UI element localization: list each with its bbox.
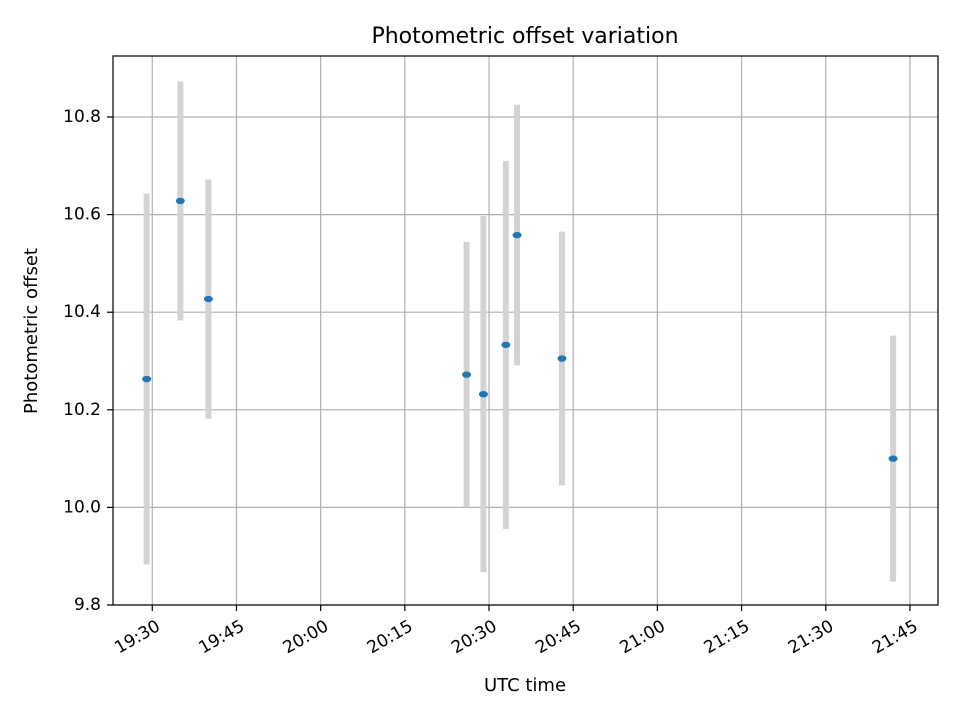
grid-lines	[113, 56, 938, 606]
x-tick-label: 20:00	[280, 616, 332, 658]
x-tick-label: 21:15	[701, 616, 753, 658]
data-point	[478, 390, 488, 398]
y-axis-ticks: 9.8 10.0 10.2 10.4 10.6 10.8	[63, 107, 113, 615]
data-point	[175, 197, 185, 205]
y-tick-label: 10.2	[63, 400, 101, 420]
x-axis-label: UTC time	[484, 675, 566, 696]
data-point	[142, 375, 152, 383]
error-bars	[143, 81, 897, 582]
y-tick-label: 10.8	[63, 107, 101, 127]
chart-title: Photometric offset variation	[371, 24, 678, 49]
y-tick-label: 10.6	[63, 205, 101, 225]
y-tick-label: 10.4	[63, 302, 101, 322]
y-tick-label: 9.8	[74, 595, 101, 615]
data-point	[512, 231, 522, 239]
y-axis-label: Photometric offset	[21, 248, 42, 414]
x-tick-label: 20:45	[532, 616, 584, 658]
x-tick-label: 19:30	[111, 616, 163, 658]
data-point	[462, 371, 472, 378]
y-tick-label: 10.0	[63, 497, 101, 517]
data-point	[888, 455, 898, 462]
data-point	[557, 355, 567, 362]
plot-frame	[112, 55, 939, 606]
x-tick-label: 19:45	[196, 616, 248, 658]
x-tick-label: 21:45	[869, 616, 921, 658]
data-point	[501, 341, 511, 349]
x-tick-label: 20:30	[448, 616, 500, 658]
x-tick-label: 21:00	[616, 616, 668, 658]
data-point	[203, 295, 213, 303]
x-tick-label: 20:15	[364, 616, 416, 658]
data-points	[142, 197, 898, 462]
x-tick-label: 21:30	[785, 616, 837, 658]
x-axis-ticks: 19:30 19:45 20:00 20:15 20:30 20:45 21:00 21:15…	[111, 605, 921, 658]
